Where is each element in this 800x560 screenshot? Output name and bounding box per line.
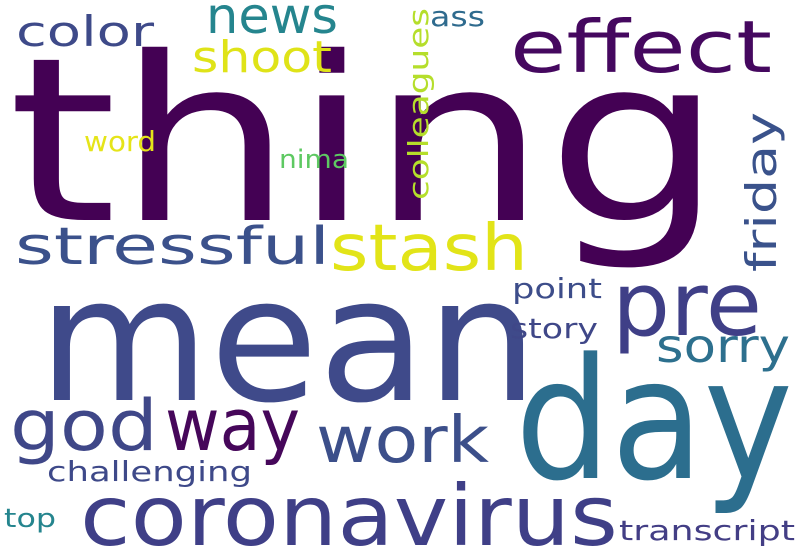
word-challenging: challenging bbox=[47, 455, 252, 488]
word-word: word bbox=[84, 125, 156, 158]
word-colleagues: colleagues bbox=[402, 8, 435, 200]
word-effect: effect bbox=[510, 5, 772, 89]
word-way: way bbox=[165, 383, 300, 467]
word-ass: ass bbox=[430, 0, 485, 33]
word-transcript: transcript bbox=[619, 514, 795, 547]
word-news: news bbox=[206, 0, 338, 45]
word-stressful: stressful bbox=[15, 217, 330, 277]
word-god: god bbox=[10, 385, 158, 467]
word-pre: pre bbox=[612, 253, 762, 356]
word-mean: mean bbox=[38, 240, 538, 441]
word-stash: stash bbox=[330, 212, 528, 286]
word-top: top bbox=[4, 504, 56, 534]
word-day: day bbox=[515, 322, 793, 518]
word-thing: thing bbox=[8, 8, 723, 274]
word-work: work bbox=[316, 404, 489, 478]
word-nima: nima bbox=[279, 145, 349, 175]
word-color: color bbox=[16, 7, 155, 56]
word-shoot: shoot bbox=[192, 32, 332, 83]
word-story: story bbox=[510, 312, 598, 345]
word-sorry: sorry bbox=[656, 319, 790, 373]
word-friday: friday bbox=[737, 112, 786, 272]
word-coronavirus: coronavirus bbox=[80, 467, 618, 560]
word-point: point bbox=[512, 272, 602, 305]
